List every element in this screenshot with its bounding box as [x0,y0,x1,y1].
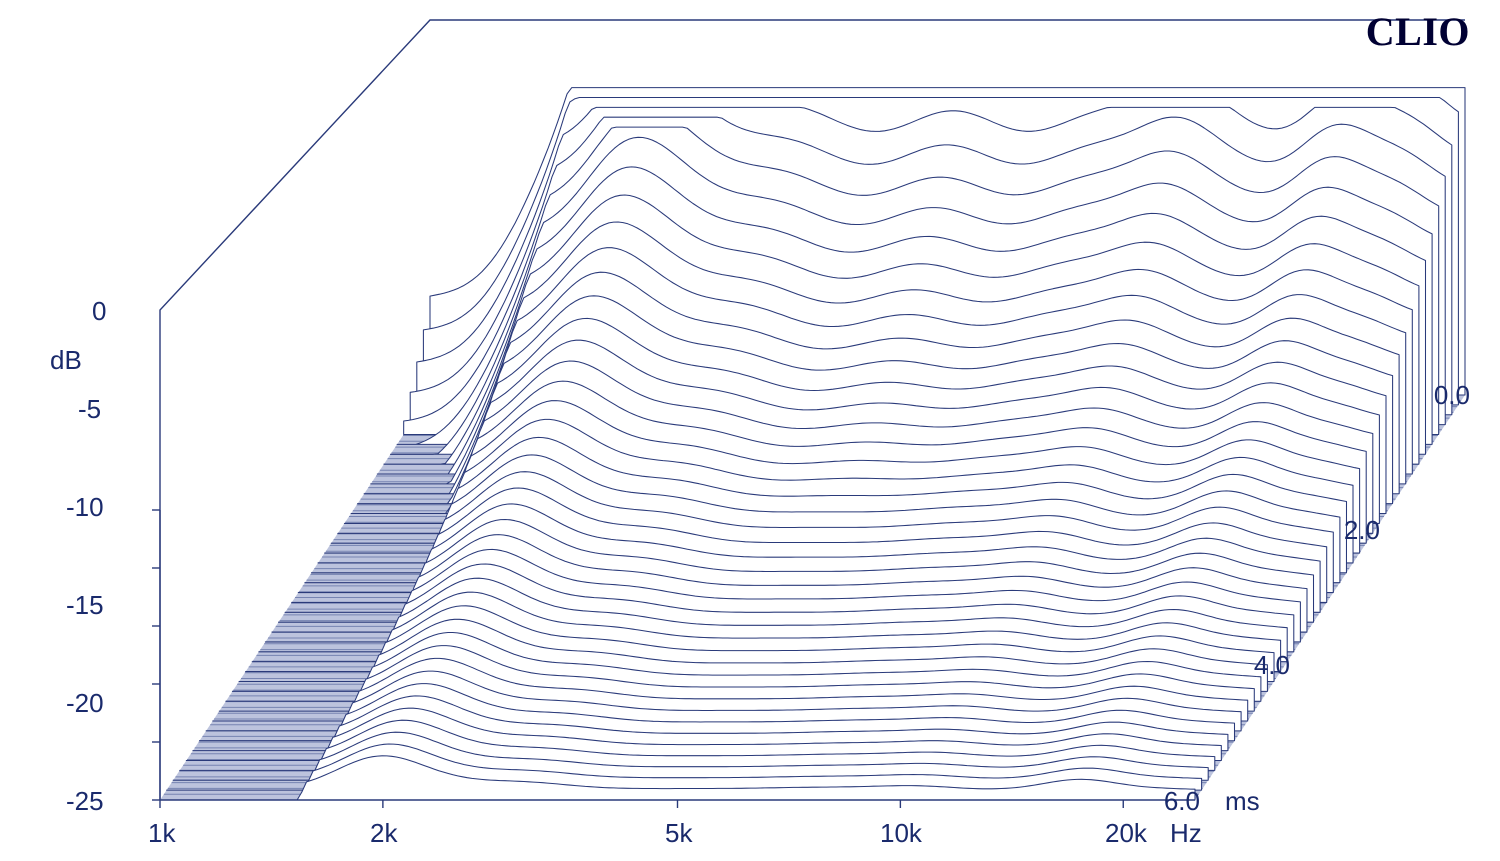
z-axis-unit: dB [50,345,82,376]
z-tick-0: 0 [92,296,106,327]
z-tick-5: -25 [66,786,104,817]
y-tick-0: 0.0 [1434,380,1470,411]
brand-label: CLIO [1366,8,1470,55]
z-tick-3: -15 [66,590,104,621]
y-tick-4: 4.0 [1254,650,1290,681]
y-tick-6: 6.0 [1164,786,1200,817]
z-tick-1: -5 [78,394,101,425]
x-tick-2k: 2k [370,818,397,849]
x-tick-20k: 20k [1105,818,1147,849]
x-tick-1k: 1k [148,818,175,849]
x-axis-unit: Hz [1170,818,1202,849]
waterfall-plot [0,0,1500,861]
z-tick-2: -10 [66,492,104,523]
y-tick-2: 2.0 [1344,515,1380,546]
x-tick-5k: 5k [665,818,692,849]
z-tick-4: -20 [66,688,104,719]
x-tick-10k: 10k [880,818,922,849]
y-axis-unit: ms [1225,786,1260,817]
